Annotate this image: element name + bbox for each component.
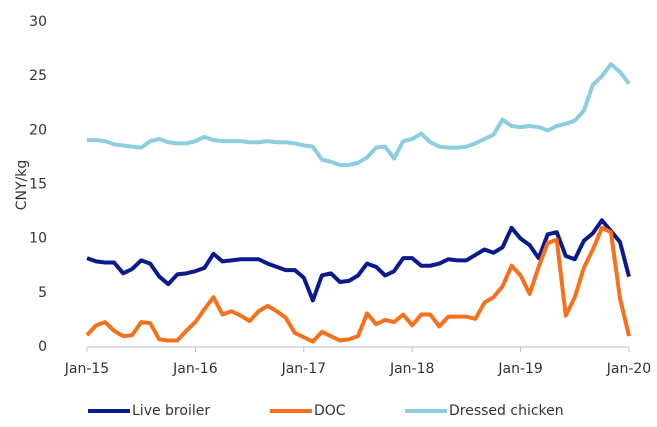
y-tick-label: 0 [38,339,47,355]
series-line [86,218,631,303]
y-tick-label: 20 [29,122,47,138]
y-tick-label: 10 [29,231,47,247]
y-axis-label: CNY/kg [14,160,30,211]
legend-label: Dressed chicken [449,403,564,419]
x-tick-label: Jan-17 [281,361,326,377]
series-line [87,62,631,167]
x-tick-label: Jan-15 [64,361,109,377]
y-tick-label: 5 [38,285,47,301]
x-tick-label: Jan-20 [606,361,651,377]
y-tick-label: 25 [29,68,47,84]
y-tick-label: 30 [29,14,47,30]
x-tick-label: Jan-18 [389,361,434,377]
x-tick-label: Jan-16 [172,361,218,377]
legend-label: Live broiler [132,403,210,419]
legend-label: DOC [314,403,346,419]
x-tick-label: Jan-19 [497,361,542,377]
series-line [85,225,631,344]
y-tick-label: 15 [29,177,47,193]
